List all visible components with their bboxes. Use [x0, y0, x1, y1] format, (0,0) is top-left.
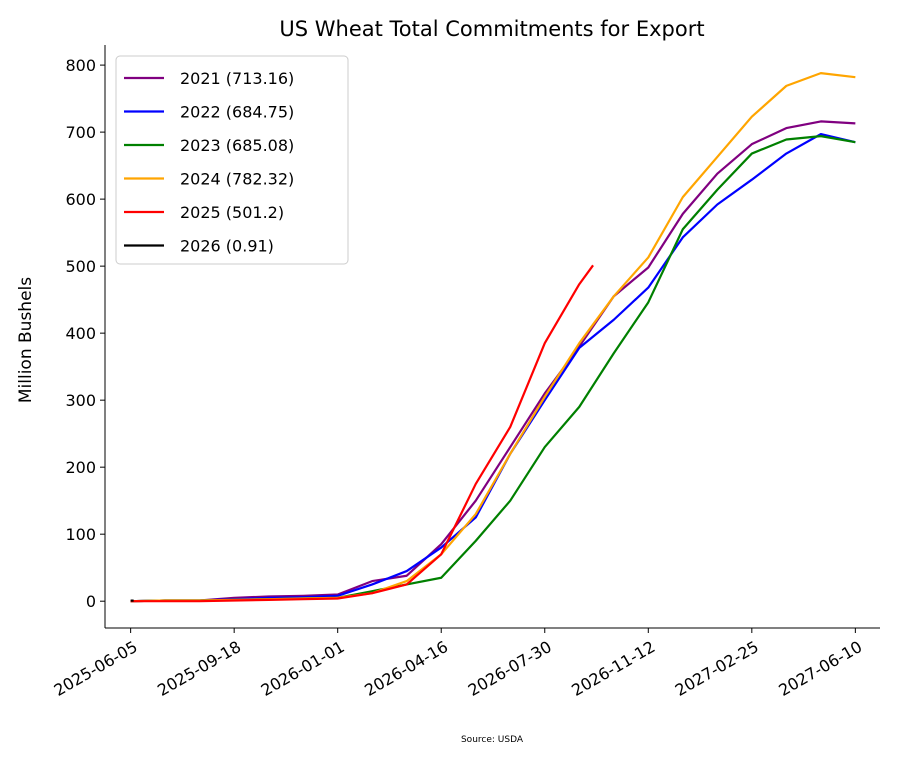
source-note: Source: USDA: [461, 735, 524, 745]
legend-entry: 2024 (782.32): [180, 170, 294, 189]
y-tick-label: 500: [65, 257, 96, 276]
legend-entry: 2021 (713.16): [180, 69, 294, 88]
legend-entry: 2025 (501.2): [180, 203, 284, 222]
y-tick-label: 300: [65, 391, 96, 410]
legend-box: [115, 55, 349, 265]
chart-title: US Wheat Total Commitments for Export: [279, 17, 704, 41]
y-axis-label: Million Bushels: [16, 277, 36, 403]
x-tick-label: 2027-02-25: [672, 637, 762, 700]
y-tick-label: 800: [65, 56, 96, 75]
series-line: [130, 120, 856, 603]
y-tick-label: 400: [65, 324, 96, 343]
y-tick-label: 200: [65, 458, 96, 477]
legend-entry: 2022 (684.75): [180, 103, 294, 122]
series-line: [130, 264, 594, 603]
x-tick-label: 2025-09-18: [154, 637, 244, 700]
legend-entry: 2026 (0.91): [180, 237, 274, 256]
series-lines: [130, 72, 856, 603]
legend: 2021 (713.16) 2022 (684.75) 2023 (685.08) 2…: [115, 55, 349, 265]
x-tick-label: 2026-04-16: [361, 637, 451, 700]
x-tick-label: 2025-06-05: [51, 637, 141, 700]
y-tick-label: 0: [86, 592, 96, 611]
y-tick-label: 700: [65, 123, 96, 142]
x-tick-label: 2026-07-30: [465, 637, 555, 700]
x-tick-label: 2027-06-10: [775, 637, 865, 700]
y-tick-label: 600: [65, 190, 96, 209]
legend-entry: 2023 (685.08): [180, 136, 294, 155]
x-tick-label: 2026-11-12: [568, 637, 658, 700]
y-tick-label: 100: [65, 525, 96, 544]
x-tick-label: 2026-01-01: [258, 637, 348, 700]
